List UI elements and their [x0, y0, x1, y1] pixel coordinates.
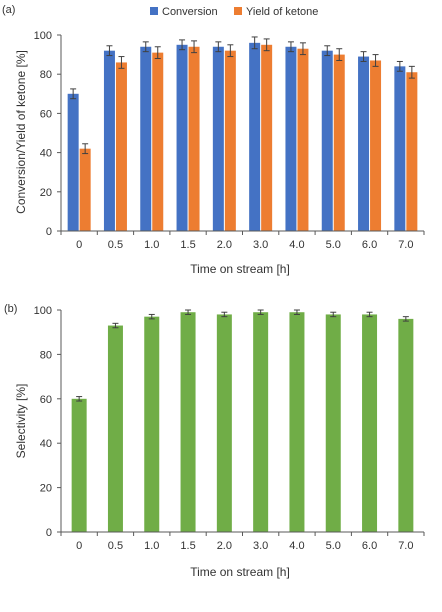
- bar: [333, 54, 345, 231]
- y-axis-label-b: Selectivity [%]: [14, 384, 28, 459]
- bar: [325, 314, 341, 532]
- y-tick-label: 100: [34, 305, 52, 317]
- chart-a: (a) Conversion Yield of ketone 0 20 40 60 80 1…: [2, 4, 425, 276]
- x-tick-label: 1.5: [180, 239, 195, 251]
- legend: Conversion Yield of ketone: [150, 6, 318, 18]
- x-tick-label: 2.0: [217, 540, 232, 552]
- y-tick-label: 20: [40, 187, 52, 199]
- bar: [394, 66, 406, 231]
- axes-b: 0 20 40 60 80 100 0 0.5 1.0 1.5 2.0 3.0 4.0 5.0 6.0 7.0: [34, 305, 425, 552]
- x-tick-label: 6.0: [362, 540, 377, 552]
- bar: [140, 46, 152, 232]
- axes-a: 0 20 40 60 80 100 0 0.5 1.0 1.5 2.0 3.0 4.0 5.0 6.0 7.0: [34, 30, 425, 251]
- x-tick-label: 3.0: [253, 540, 268, 552]
- bar: [180, 312, 196, 532]
- plot-area-b: [71, 309, 414, 532]
- bar: [398, 318, 414, 532]
- y-tick-label: 40: [40, 438, 52, 450]
- bar: [224, 50, 236, 232]
- legend-swatch: [234, 7, 242, 15]
- y-tick-label: 80: [40, 69, 52, 81]
- bar: [79, 148, 91, 231]
- x-tick-label: 6.0: [362, 239, 377, 251]
- x-tick-label: 2.0: [217, 239, 232, 251]
- bar: [406, 72, 418, 232]
- panel-b-label: (b): [4, 303, 17, 315]
- bar: [152, 52, 164, 231]
- x-tick-label: 1.5: [180, 540, 195, 552]
- bar: [212, 46, 224, 232]
- x-tick-label: 1.0: [144, 540, 159, 552]
- y-tick-label: 0: [46, 527, 52, 539]
- bar: [358, 56, 370, 232]
- x-axis-label-a: Time on stream [h]: [190, 262, 290, 276]
- bar: [297, 48, 309, 231]
- y-tick-label: 0: [46, 226, 52, 238]
- bar: [289, 312, 305, 532]
- plot-area-a: [67, 36, 418, 232]
- y-tick-label: 60: [40, 108, 52, 120]
- bar: [115, 62, 127, 231]
- x-tick-label: 0: [76, 239, 82, 251]
- bar: [188, 46, 200, 232]
- y-tick-label: 20: [40, 483, 52, 495]
- x-tick-label: 0.5: [108, 239, 123, 251]
- bar: [71, 398, 87, 532]
- y-tick-label: 100: [34, 30, 52, 42]
- bar: [176, 44, 188, 231]
- bar: [249, 42, 261, 232]
- x-tick-label: 7.0: [398, 540, 413, 552]
- x-tick-label: 4.0: [289, 540, 304, 552]
- bar: [362, 314, 378, 532]
- x-tick-label: 1.0: [144, 239, 159, 251]
- y-tick-label: 60: [40, 394, 52, 406]
- x-axis-label-b: Time on stream [h]: [190, 565, 290, 579]
- x-tick-label: 5.0: [326, 239, 341, 251]
- x-tick-label: 0.5: [108, 540, 123, 552]
- bar: [370, 60, 382, 232]
- bar: [107, 325, 123, 532]
- x-tick-label: 5.0: [326, 540, 341, 552]
- bar: [321, 50, 333, 232]
- bar: [67, 93, 79, 231]
- legend-swatch: [150, 7, 158, 15]
- bar: [144, 316, 160, 532]
- chart-b: (b) 0 20 40 60 80 100 0 0.5 1.0 1.5 2.0 3.0 4.0 5.0 6.…: [4, 303, 425, 579]
- bar: [261, 44, 273, 231]
- bar: [216, 314, 232, 532]
- x-tick-label: 7.0: [398, 239, 413, 251]
- x-tick-label: 3.0: [253, 239, 268, 251]
- bar: [253, 312, 269, 532]
- x-tick-label: 0: [76, 540, 82, 552]
- x-tick-label: 4.0: [289, 239, 304, 251]
- bar: [285, 46, 297, 232]
- legend-label: Yield of ketone: [246, 6, 318, 18]
- panel-a-label: (a): [2, 4, 15, 16]
- y-tick-label: 80: [40, 349, 52, 361]
- y-tick-label: 40: [40, 148, 52, 160]
- y-axis-label-a: Conversion/Yield of ketone [%]: [14, 50, 28, 214]
- legend-label: Conversion: [162, 6, 218, 18]
- bar: [103, 50, 115, 232]
